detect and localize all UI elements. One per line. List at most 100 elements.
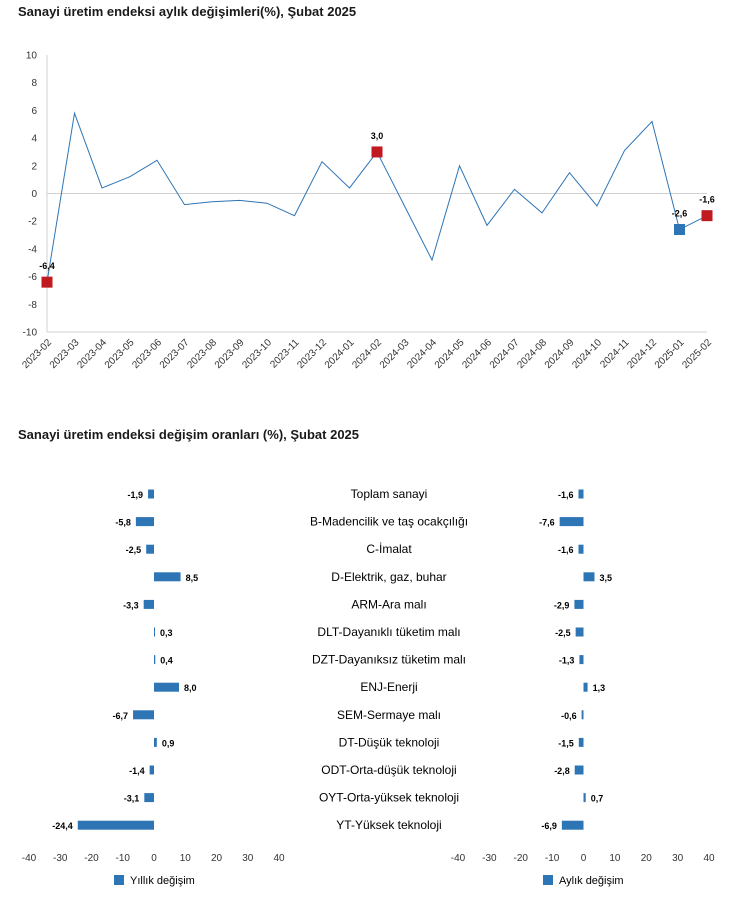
line-chart: 1086420-2-4-6-8-102023-022023-032023-042… (20, 51, 715, 372)
bar (561, 820, 584, 830)
y-tick-label: -2 (28, 217, 37, 228)
bar (154, 627, 155, 637)
bar (579, 655, 584, 665)
x-tick-label: 20 (641, 853, 653, 864)
data-label: -5,8 (115, 518, 131, 528)
x-tick-label: -10 (545, 853, 560, 864)
category-label: ARM-Ara malı (351, 597, 426, 611)
data-label: -3,3 (123, 600, 139, 610)
x-tick-label: -20 (84, 853, 99, 864)
legend-label: Yıllık değişim (130, 875, 195, 887)
data-label: -6,7 (113, 711, 129, 721)
data-label: -3,1 (124, 794, 140, 804)
highlight-marker (674, 224, 685, 236)
legend-label: Aylık değişim (559, 875, 624, 887)
data-label: -2,5 (126, 545, 142, 555)
highlight-marker (701, 210, 713, 222)
x-tick-label: 10 (609, 853, 621, 864)
bar (578, 737, 584, 747)
bar (144, 793, 154, 803)
data-label: 3,5 (599, 573, 612, 583)
category-label: D-Elektrik, gaz, buhar (331, 570, 446, 584)
y-tick-label: 6 (31, 106, 37, 117)
x-tick-label: -30 (482, 853, 497, 864)
data-label: -7,6 (539, 518, 555, 528)
data-label: -6,9 (541, 821, 557, 831)
y-tick-label: -4 (28, 244, 37, 255)
bar (583, 682, 588, 692)
x-tick-label: 40 (273, 853, 285, 864)
data-label: -1,3 (559, 656, 575, 666)
category-label: C-İmalat (366, 542, 412, 556)
x-tick-label: -10 (116, 853, 131, 864)
category-label: B-Madencilik ve taş ocakçılığı (310, 515, 468, 529)
data-label: -1,6 (558, 490, 574, 500)
category-label: OYT-Orta-yüksek teknoloji (319, 791, 459, 805)
data-label: -24,4 (52, 821, 73, 831)
category-label: DZT-Dayanıksız tüketim malı (312, 653, 466, 667)
y-tick-label: 0 (31, 189, 37, 200)
data-label: -1,6 (699, 195, 715, 205)
bar (135, 517, 154, 527)
highlight-marker (41, 276, 53, 288)
category-label: DT-Düşük teknoloji (339, 735, 440, 749)
x-tick-label: 30 (242, 853, 254, 864)
data-label: 0,4 (160, 656, 173, 666)
y-tick-label: -10 (23, 328, 38, 339)
category-label: DLT-Dayanıklı tüketim malı (317, 625, 460, 639)
bar (575, 627, 584, 637)
y-tick-label: 2 (31, 161, 37, 172)
data-label: -0,6 (561, 711, 577, 721)
data-label: -2,5 (555, 628, 571, 638)
y-tick-label: 8 (31, 78, 37, 89)
data-label: -2,8 (554, 766, 570, 776)
bar (581, 710, 584, 720)
line-chart-title: Sanayi üretim endeksi aylık değişimleri(… (18, 4, 357, 19)
x-tick-label: -40 (22, 853, 37, 864)
bar-chart-title: Sanayi üretim endeksi değişim oranları (… (18, 427, 360, 442)
data-label: -2,9 (554, 600, 570, 610)
bar (578, 544, 584, 554)
data-label: -1,9 (128, 490, 144, 500)
y-tick-label: -6 (28, 272, 37, 283)
bar (583, 793, 586, 803)
x-tick-label: 20 (211, 853, 223, 864)
x-tick-label: -30 (53, 853, 68, 864)
x-tick-label: 30 (672, 853, 684, 864)
bar (143, 599, 154, 609)
bar (77, 820, 154, 830)
bar (578, 489, 584, 499)
data-label: -1,5 (558, 738, 574, 748)
data-label: 0,3 (160, 628, 173, 638)
data-label: 8,5 (186, 573, 199, 583)
data-label: -1,4 (129, 766, 145, 776)
data-label: -2,6 (672, 209, 688, 219)
data-label: 0,7 (591, 794, 604, 804)
bar (146, 544, 154, 554)
legend-swatch (114, 875, 124, 885)
bar (154, 682, 179, 692)
data-label: -1,6 (558, 545, 574, 555)
y-tick-label: 4 (31, 134, 37, 145)
category-label: YT-Yüksek teknoloji (336, 818, 441, 832)
bar (574, 765, 584, 775)
x-tick-label: 0 (151, 853, 157, 864)
data-label: 0,9 (162, 738, 175, 748)
category-label: ENJ-Enerji (360, 680, 417, 694)
y-tick-label: 10 (26, 51, 38, 62)
x-tick-label: 0 (581, 853, 587, 864)
bar (149, 765, 154, 775)
highlight-marker (371, 146, 383, 158)
bar (133, 710, 154, 720)
x-tick-label: -40 (451, 853, 466, 864)
x-tick-label: 10 (180, 853, 192, 864)
data-label: 1,3 (593, 683, 606, 693)
data-label: 8,0 (184, 683, 197, 693)
category-label: Toplam sanayi (351, 487, 428, 501)
bar (154, 737, 157, 747)
bar (574, 599, 584, 609)
bar (583, 572, 595, 582)
category-label: SEM-Sermaye malı (337, 708, 441, 722)
x-tick-label: 40 (703, 853, 715, 864)
